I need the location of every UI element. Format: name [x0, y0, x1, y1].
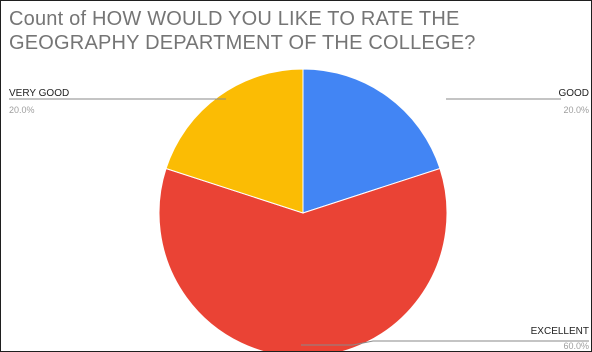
- chart-title: Count of HOW WOULD YOU LIKE TO RATE THE …: [9, 7, 569, 55]
- slice-percent-excellent: 60.0%: [563, 341, 589, 351]
- pie-slice-good: [302, 68, 441, 214]
- chart-title-line-2: GEOGRAPHY DEPARTMENT OF THE COLLEGE?: [9, 32, 476, 54]
- slice-percent-very-good: 20.0%: [9, 105, 35, 115]
- pie-slice-very-good: [165, 68, 304, 214]
- slice-label-good: GOOD: [558, 88, 589, 99]
- pie-slice-excellent: [158, 167, 448, 351]
- slice-label-excellent: EXCELLENT: [531, 326, 589, 337]
- slice-label-very-good: VERY GOOD: [9, 88, 69, 99]
- slice-percent-good: 20.0%: [563, 105, 589, 115]
- chart-title-line-1: Count of HOW WOULD YOU LIKE TO RATE THE: [9, 8, 460, 30]
- leader-line-excellent: [301, 340, 589, 346]
